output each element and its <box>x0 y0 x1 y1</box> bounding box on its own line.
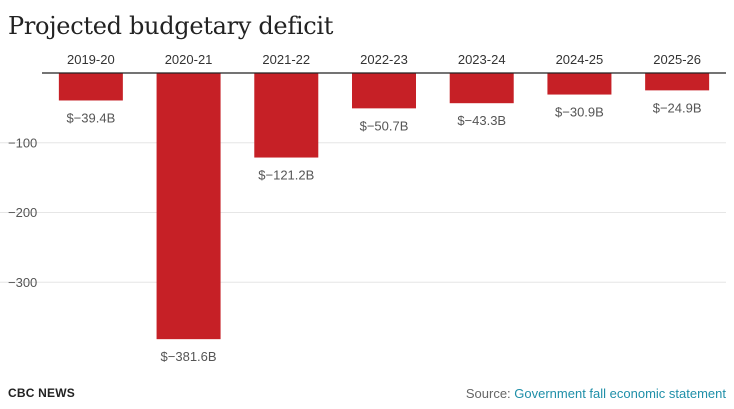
data-label: $−381.6B <box>161 349 217 364</box>
bar <box>645 73 710 91</box>
bar <box>58 73 123 101</box>
data-label: $−30.9B <box>555 105 604 120</box>
source-note: Source: Government fall economic stateme… <box>466 386 726 401</box>
x-axis: 2019-20 2020-21 2021-22 2022-23 2023-24 2024-… <box>42 52 726 74</box>
brand-logo-text: CBC NEWS <box>8 386 75 400</box>
x-tick-label: 2025-26 <box>653 52 701 67</box>
x-tick-label: 2020-21 <box>165 52 213 67</box>
x-tick-label: 2019-20 <box>67 52 115 67</box>
x-tick-label: 2024-25 <box>556 52 604 67</box>
bar <box>352 73 416 109</box>
bar <box>254 73 319 158</box>
x-tick-label: 2023-24 <box>458 52 506 67</box>
y-tick-label: −100 <box>8 135 37 150</box>
gridlines <box>0 142 726 283</box>
bar-chart: $−39.4B $−381.6B $−121.2B $−50.7B $−43.3B $−3… <box>0 52 726 364</box>
y-axis: −100 −200 −300 <box>8 135 37 290</box>
data-label: $−50.7B <box>360 118 409 133</box>
data-label: $−43.3B <box>457 113 506 128</box>
bar <box>449 73 514 104</box>
bars <box>58 73 710 340</box>
y-tick-label: −300 <box>8 275 37 290</box>
source-link[interactable]: Government fall economic statement <box>514 386 726 401</box>
source-prefix: Source: <box>465 386 515 401</box>
bar <box>156 73 221 340</box>
data-label: $−24.9B <box>653 100 702 115</box>
x-tick-label: 2021-22 <box>262 52 310 67</box>
data-label: $−39.4B <box>66 110 115 125</box>
y-tick-label: −200 <box>8 205 37 220</box>
x-tick-label: 2022-23 <box>360 52 408 67</box>
data-label: $−121.2B <box>258 168 314 183</box>
chart-title: Projected budgetary deficit <box>8 12 334 40</box>
data-labels: $−39.4B $−381.6B $−121.2B $−50.7B $−43.3B $−3… <box>66 100 701 364</box>
bar <box>547 73 612 95</box>
